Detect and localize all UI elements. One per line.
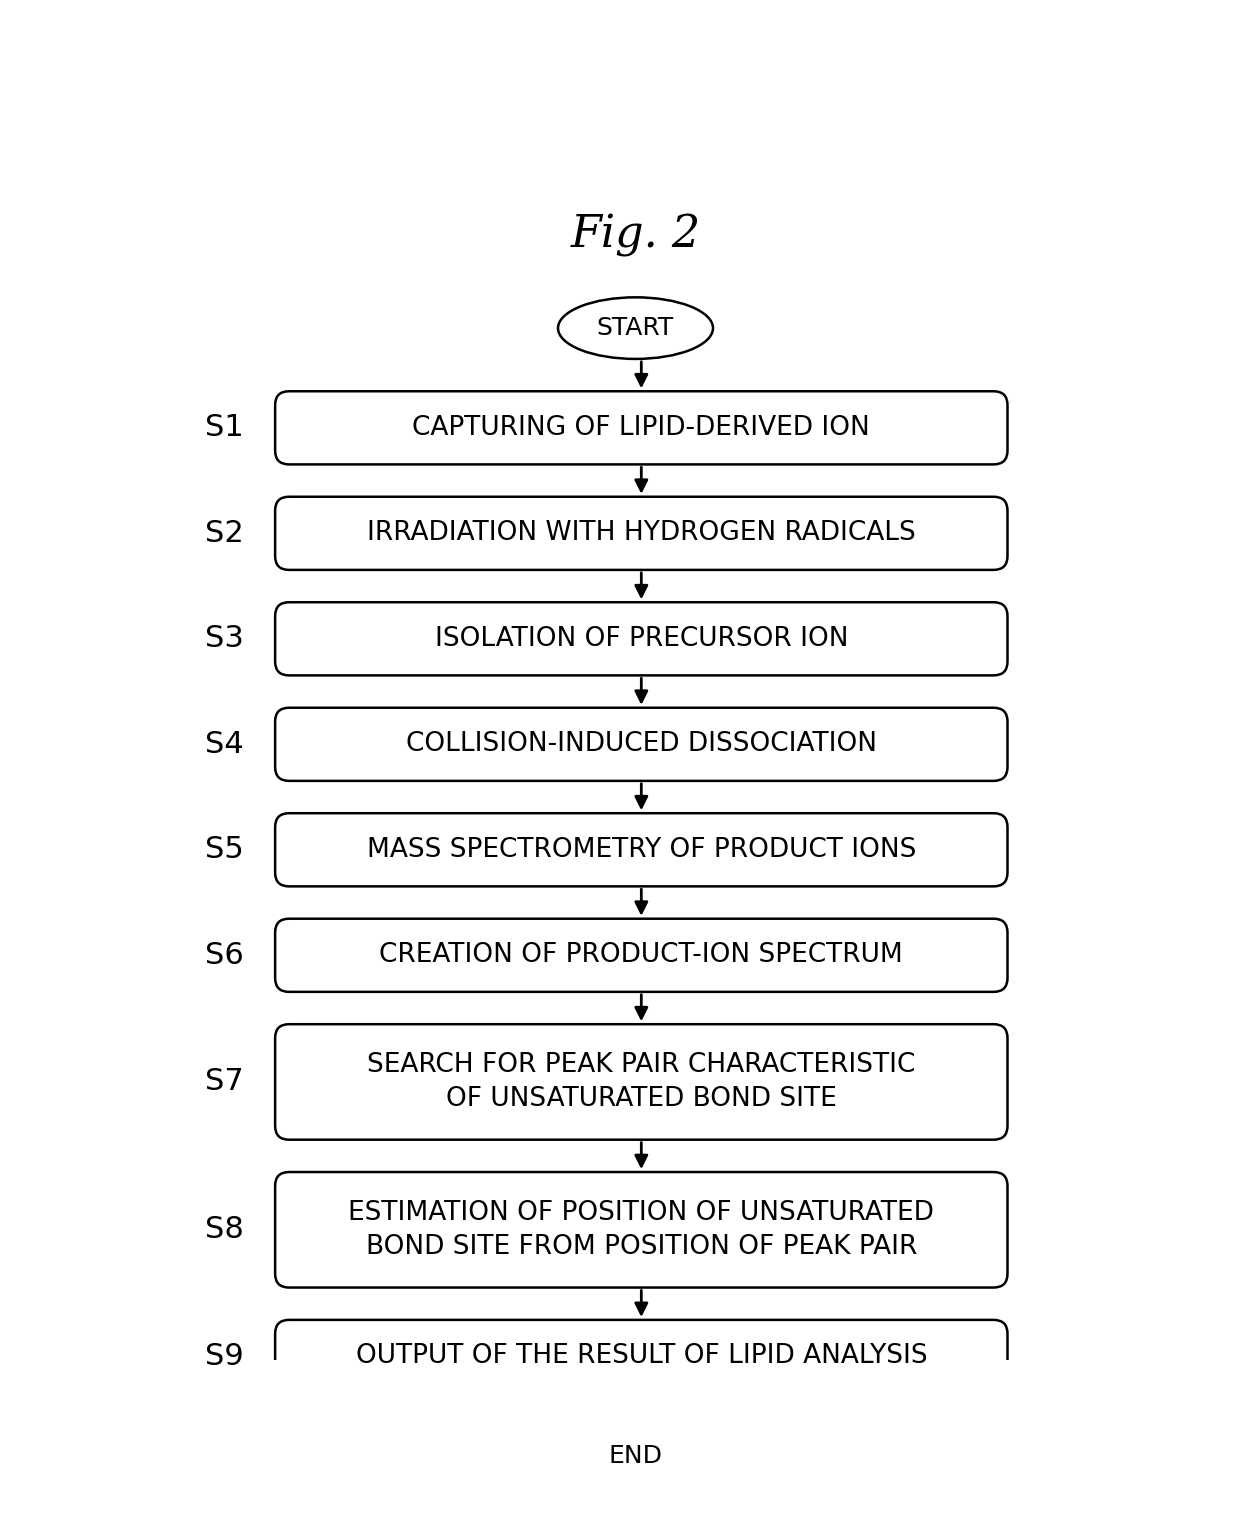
Text: OUTPUT OF THE RESULT OF LIPID ANALYSIS: OUTPUT OF THE RESULT OF LIPID ANALYSIS: [356, 1343, 928, 1369]
Text: S8: S8: [206, 1215, 244, 1244]
Text: S9: S9: [206, 1342, 244, 1371]
Text: START: START: [596, 316, 675, 341]
Text: Fig. 2: Fig. 2: [570, 214, 701, 257]
Text: CREATION OF PRODUCT-ION SPECTRUM: CREATION OF PRODUCT-ION SPECTRUM: [379, 943, 903, 969]
Text: S4: S4: [206, 730, 244, 759]
Text: S6: S6: [206, 941, 244, 970]
FancyBboxPatch shape: [275, 1320, 1007, 1394]
Text: MASS SPECTROMETRY OF PRODUCT IONS: MASS SPECTROMETRY OF PRODUCT IONS: [367, 837, 916, 863]
FancyBboxPatch shape: [275, 497, 1007, 570]
Text: S5: S5: [206, 836, 244, 865]
FancyBboxPatch shape: [275, 391, 1007, 465]
FancyBboxPatch shape: [275, 918, 1007, 992]
FancyBboxPatch shape: [275, 707, 1007, 781]
FancyBboxPatch shape: [275, 1172, 1007, 1288]
Text: COLLISION-INDUCED DISSOCIATION: COLLISION-INDUCED DISSOCIATION: [405, 732, 877, 758]
FancyBboxPatch shape: [275, 602, 1007, 675]
FancyBboxPatch shape: [275, 1024, 1007, 1140]
Text: S3: S3: [206, 625, 244, 654]
FancyBboxPatch shape: [275, 813, 1007, 886]
Text: S1: S1: [206, 414, 244, 442]
Text: S2: S2: [206, 520, 244, 549]
Text: SEARCH FOR PEAK PAIR CHARACTERISTIC
OF UNSATURATED BOND SITE: SEARCH FOR PEAK PAIR CHARACTERISTIC OF U…: [367, 1051, 915, 1112]
Text: ESTIMATION OF POSITION OF UNSATURATED
BOND SITE FROM POSITION OF PEAK PAIR: ESTIMATION OF POSITION OF UNSATURATED BO…: [348, 1199, 934, 1259]
Text: IRRADIATION WITH HYDROGEN RADICALS: IRRADIATION WITH HYDROGEN RADICALS: [367, 521, 915, 547]
Text: CAPTURING OF LIPID-DERIVED ION: CAPTURING OF LIPID-DERIVED ION: [413, 414, 870, 442]
Ellipse shape: [558, 1426, 713, 1487]
Ellipse shape: [558, 298, 713, 359]
Text: END: END: [609, 1444, 662, 1468]
Text: S7: S7: [206, 1068, 244, 1097]
Text: ISOLATION OF PRECURSOR ION: ISOLATION OF PRECURSOR ION: [434, 626, 848, 652]
